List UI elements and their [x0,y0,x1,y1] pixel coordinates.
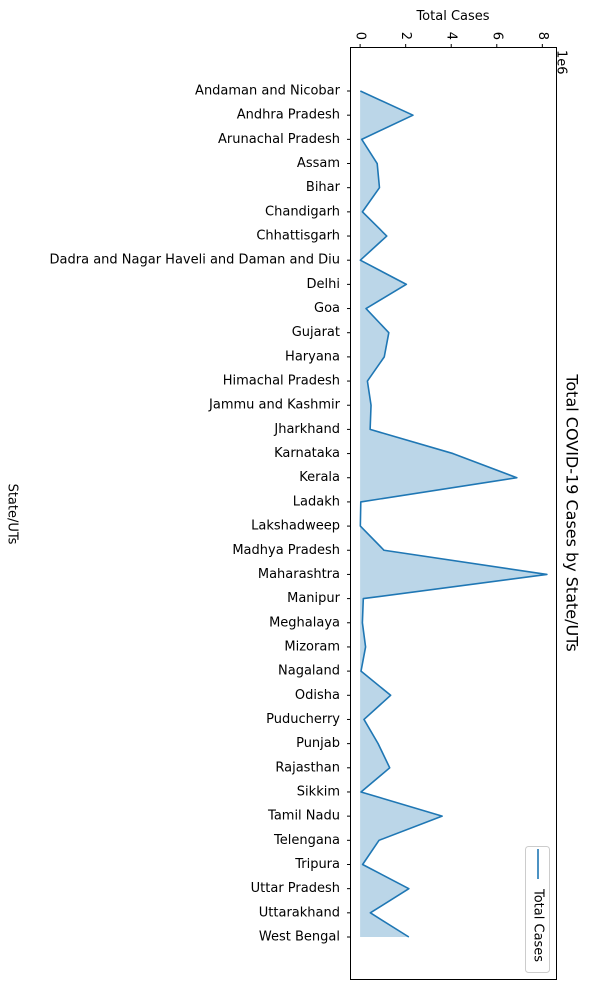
y-tick-label: Manipur [287,591,341,606]
x-tick-label: 4 [444,32,459,40]
x-axis-offset-label: 1e6 [554,50,569,75]
series-line-total-cases [359,90,548,938]
y-tick-label: Chandigarh [265,204,340,219]
y-tick-label: Bihar [306,180,341,195]
y-tick-label: Jammu and Kashmir [208,398,341,413]
y-tick-label: Goa [314,301,340,316]
y-tick-label: Punjab [296,736,340,751]
y-tick-label: Sikkim [297,784,340,799]
y-tick-label: Himachal Pradesh [223,374,340,389]
y-tick-label: Nagaland [278,664,340,679]
y-tick-label: Tripura [294,857,340,872]
x-tick-label: 2 [398,32,413,40]
y-tick-label: Odisha [295,688,340,703]
y-tick-label: Haryana [285,349,340,364]
x-tick-label: 0 [353,32,368,40]
y-tick-label: Puducherry [266,712,340,727]
y-tick-label: Chhattisgarh [256,229,340,244]
chart-title: Total COVID-19 Cases by State/UTs [563,373,582,651]
x-tick-label: 8 [535,32,550,40]
y-tick-label: Jharkhand [273,422,340,437]
plot-frame [350,47,557,980]
y-tick-label: Andhra Pradesh [237,108,340,123]
y-tick-label: Telengana [273,833,340,848]
y-tick-label: West Bengal [259,930,340,945]
y-tick-label: Lakshadweep [251,519,340,534]
y-tick-label: Rajasthan [275,760,340,775]
y-tick-label: Arunachal Pradesh [218,132,340,147]
y-tick-label: Delhi [307,277,340,292]
y-tick-label: Tamil Nadu [267,809,340,824]
y-tick-label: Mizoram [284,639,340,654]
y-tick-label: Karnataka [274,446,340,461]
legend-entry-label: Total Cases [531,888,546,962]
y-tick-label: Uttarakhand [259,905,340,920]
y-tick-label: Dadra and Nagar Haveli and Daman and Diu [50,253,340,268]
y-axis-label: State/UTs [5,484,20,545]
y-tick-label: Ladakh [293,494,340,509]
x-axis-label: Total Cases [415,9,489,24]
y-tick-label: Gujarat [292,325,340,340]
legend-box [525,846,550,973]
x-tick-label: 6 [489,32,504,40]
legend: Total Cases [525,846,550,973]
y-tick-label: Madhya Pradesh [232,543,340,558]
y-tick-label: Maharashtra [258,567,340,582]
y-tick-label: Uttar Pradesh [251,881,340,896]
y-tick-label: Meghalaya [269,615,340,630]
area-fill [360,91,547,937]
y-tick-label: Kerala [299,470,340,485]
y-tick-label: Assam [297,156,340,171]
y-tick-label: Andaman and Nicobar [195,84,341,99]
